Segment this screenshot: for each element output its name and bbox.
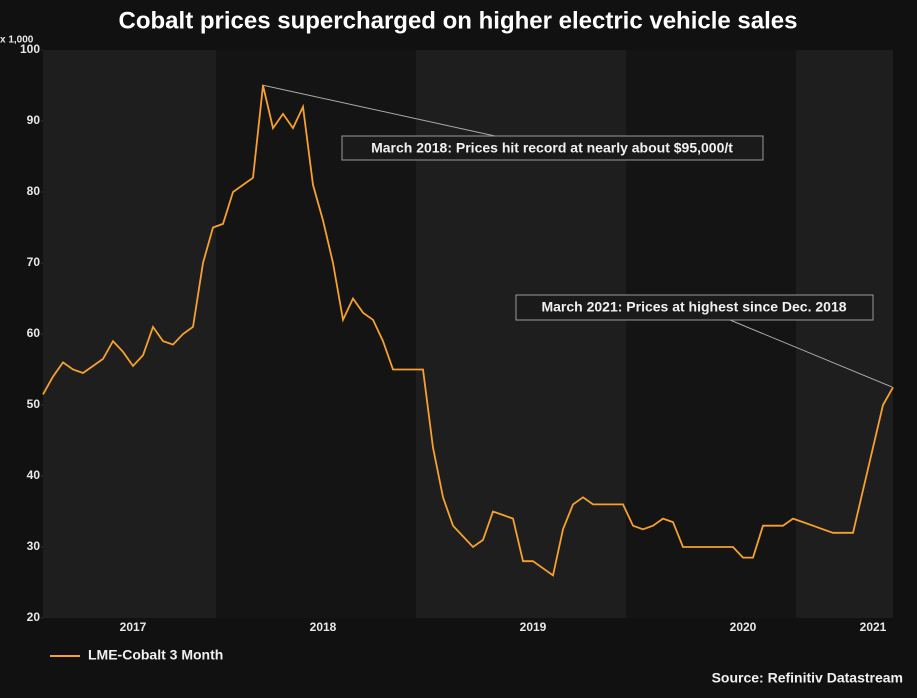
chart-title: Cobalt prices supercharged on higher ele…: [119, 7, 798, 34]
y-tick-label: 30: [27, 539, 41, 553]
year-band: [43, 50, 216, 618]
year-band: [216, 50, 416, 618]
year-band: [626, 50, 796, 618]
y-unit-label: x 1,000: [0, 35, 34, 46]
legend-label: LME-Cobalt 3 Month: [88, 647, 223, 663]
x-tick-label: 2017: [120, 620, 147, 634]
y-tick-label: 40: [27, 468, 41, 482]
y-tick-label: 20: [27, 610, 41, 624]
y-tick-label: 90: [27, 113, 41, 127]
y-tick-label: 50: [27, 397, 41, 411]
leader-line: [261, 84, 496, 137]
y-tick-label: 100: [20, 42, 40, 56]
x-tick-label: 2021: [860, 620, 887, 634]
annotation: March 2021: Prices at highest since Dec.…: [541, 299, 846, 315]
y-tick-label: 60: [27, 326, 41, 340]
x-tick-label: 2019: [520, 620, 547, 634]
annotation-box: [515, 294, 874, 321]
year-band: [416, 50, 626, 618]
leader-line: [729, 319, 893, 388]
x-tick-label: 2020: [730, 620, 757, 634]
series-line: [42, 85, 894, 577]
annotation-box: [341, 135, 764, 161]
annotation: March 2018: Prices hit record at nearly …: [371, 140, 733, 156]
x-tick-label: 2018: [310, 620, 337, 634]
y-tick-label: 70: [27, 255, 41, 269]
year-band: [796, 50, 893, 618]
source: Source: Refinitiv Datastream: [712, 670, 903, 686]
y-tick-label: 80: [27, 184, 41, 198]
